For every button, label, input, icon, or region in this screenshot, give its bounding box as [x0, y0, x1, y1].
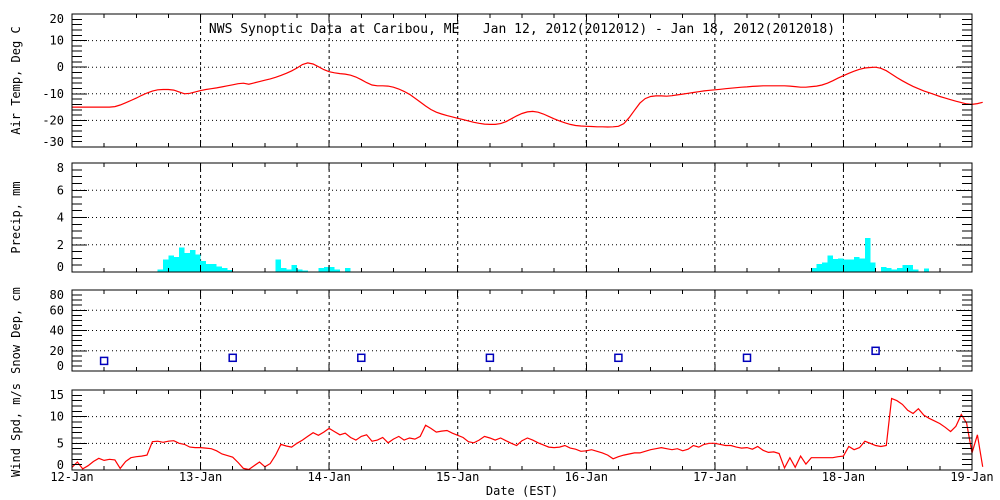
precip-bar — [216, 266, 222, 272]
precip-bar — [184, 252, 190, 272]
air-temp-ytick-label: 20 — [50, 12, 64, 26]
precip-bar — [848, 259, 855, 272]
xtick-label: 14-Jan — [307, 470, 350, 484]
snow-depth-marker — [99, 356, 109, 366]
precip-bar — [189, 250, 196, 272]
snow-depth-marker — [357, 353, 366, 363]
wind-speed-axis-label: Wind Spd, m/s — [9, 383, 23, 477]
precip-bar — [163, 259, 169, 272]
precip-ytick-label: 0 — [57, 260, 64, 274]
xtick-label: 17-Jan — [693, 470, 736, 484]
precip-bar — [827, 255, 833, 272]
wind-speed-ytick-label: 0 — [57, 458, 64, 472]
precip-bar — [275, 259, 281, 272]
precip-bar — [302, 270, 308, 272]
precip-ytick-label: 8 — [57, 161, 64, 175]
precip-bar — [854, 257, 860, 272]
wind-speed-ytick-label: 5 — [57, 436, 64, 450]
precip-bar — [880, 267, 887, 272]
precip-bar — [843, 259, 849, 272]
precip-bar — [838, 258, 844, 272]
x-axis-labels: 12-Jan 13-Jan 14-Jan 15-Jan 16-Jan 17-Jan 18-J… — [50, 470, 993, 498]
air-temp-line — [72, 62, 983, 128]
wind-speed-ytick-label: 10 — [50, 410, 64, 424]
air-temp-ytick-label: 0 — [57, 60, 64, 74]
x-axis-title: Date (EST) — [486, 484, 558, 498]
snow-depth-marker — [871, 346, 880, 356]
precip-bar — [334, 269, 340, 272]
precip-ytick-label: 2 — [57, 238, 64, 252]
precip-bar — [211, 263, 217, 272]
wind-speed-ytick-label: 15 — [50, 388, 64, 402]
precip-bar — [329, 267, 335, 272]
precip-bar — [891, 269, 897, 272]
precip-bar — [907, 265, 914, 272]
precip-axis-label: Precip, mm — [9, 181, 23, 253]
precip-bar — [345, 267, 351, 272]
precip-bar — [168, 255, 174, 272]
snow-depth-marker — [228, 353, 237, 363]
precip-bar — [195, 254, 201, 272]
panel-air-temp: 20 10 0 -10 -20 -30 Air Temp, Deg C — [9, 12, 983, 149]
precip-bar — [886, 267, 892, 272]
air-temp-ytick-label: -10 — [42, 87, 64, 101]
xtick-label: 13-Jan — [179, 470, 222, 484]
precip-bar — [205, 263, 212, 272]
snow-depth-axis-label: Snow Dep, cm — [9, 287, 23, 374]
precip-bar — [323, 267, 330, 272]
precip-bar — [173, 257, 180, 272]
air-temp-axis-label: Air Temp, Deg C — [9, 26, 23, 134]
xtick-label: 18-Jan — [822, 470, 865, 484]
precip-ytick-label: 6 — [57, 183, 64, 197]
panel-precip: 8 6 4 2 0 Precip, mm — [9, 161, 973, 274]
air-temp-ytick-label: -20 — [42, 113, 64, 127]
precip-bar — [200, 261, 206, 272]
snow-depth-marker — [742, 353, 752, 363]
xtick-label: 16-Jan — [565, 470, 608, 484]
snow-depth-marker — [614, 353, 623, 363]
wind-speed-line — [71, 397, 984, 471]
precip-bar — [157, 269, 164, 272]
snow-depth-ytick-label: 60 — [50, 303, 64, 317]
xtick-label: 12-Jan — [50, 470, 93, 484]
air-temp-ytick-label: 10 — [50, 34, 64, 48]
precip-bar — [811, 267, 817, 272]
precip-bar — [227, 270, 233, 272]
precip-bar — [864, 237, 871, 272]
precip-bar — [822, 262, 828, 272]
precip-bar — [897, 267, 903, 272]
precip-bar — [902, 265, 908, 272]
precip-bar — [318, 267, 324, 272]
snow-depth-ytick-label: 20 — [50, 344, 64, 358]
precip-bar — [286, 269, 292, 272]
panel-wind-speed: 15 10 5 0 Wind Spd, m/s — [9, 383, 984, 477]
precip-bar — [222, 267, 228, 272]
precip-bar — [816, 263, 822, 272]
xtick-label: 19-Jan — [950, 470, 993, 484]
xtick-label: 15-Jan — [436, 470, 479, 484]
snow-depth-ytick-label: 40 — [50, 324, 64, 338]
precip-bar — [280, 267, 287, 272]
snow-depth-ytick-label: 0 — [57, 359, 64, 373]
snow-depth-ytick-label: 80 — [50, 288, 64, 302]
precip-bar — [297, 269, 303, 272]
precip-bar — [859, 258, 865, 272]
precip-ytick-label: 4 — [57, 211, 64, 225]
air-temp-ytick-label: -30 — [42, 135, 64, 149]
precip-bar — [870, 262, 876, 272]
precip-bar — [291, 265, 297, 272]
precip-bar — [923, 268, 930, 272]
precip-bar — [913, 269, 919, 272]
chart-title: NWS Synoptic Data at Caribou, ME Jan 12,… — [208, 22, 836, 37]
precip-bar — [832, 259, 839, 272]
precip-bar — [179, 247, 185, 272]
snow-depth-marker — [485, 353, 495, 363]
